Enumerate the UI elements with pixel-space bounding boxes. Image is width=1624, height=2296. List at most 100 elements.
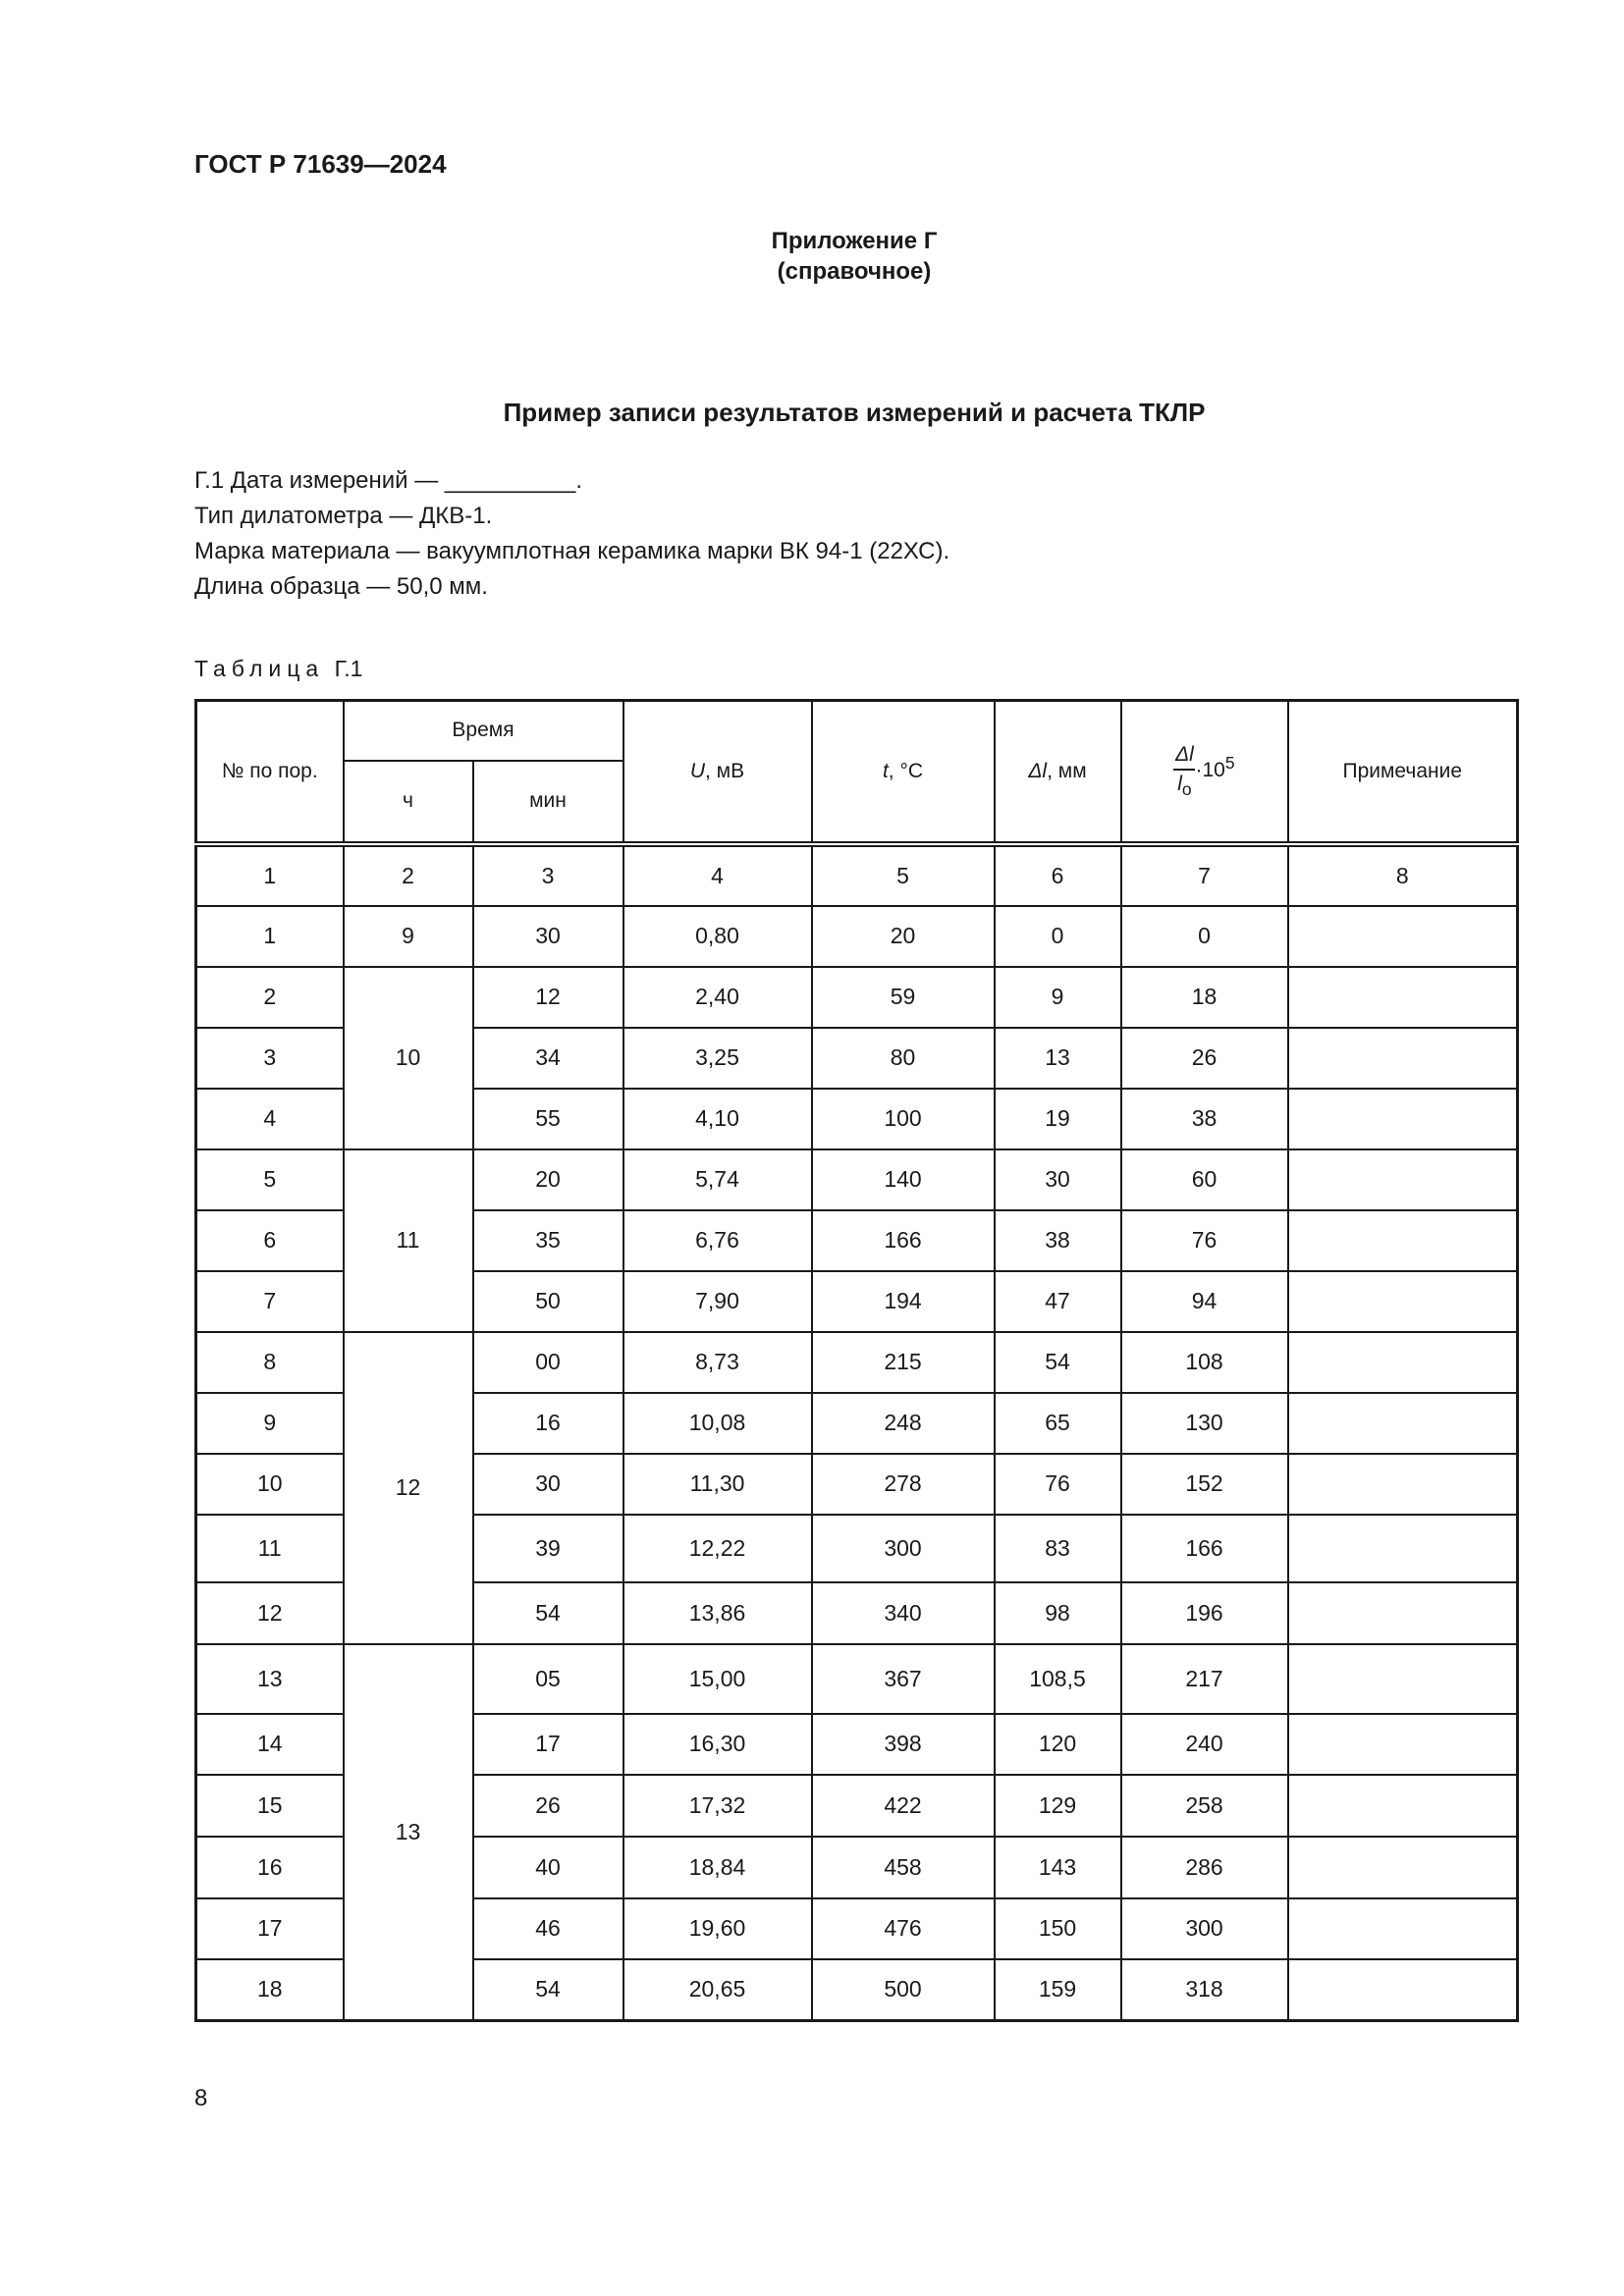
cell-number: 14 bbox=[194, 1712, 345, 1776]
header-hours: ч bbox=[342, 759, 474, 845]
appendix-subtitle: (справочное) bbox=[777, 258, 932, 285]
cell-voltage: 4,10 bbox=[622, 1087, 813, 1150]
cell-number: 1 bbox=[194, 904, 345, 968]
cell-relative-elongation: 217 bbox=[1119, 1642, 1289, 1715]
cell-temperature: 100 bbox=[810, 1087, 996, 1150]
cell-elongation: 47 bbox=[993, 1269, 1122, 1333]
cell-relative-elongation: 18 bbox=[1119, 965, 1289, 1029]
cell-number: 11 bbox=[194, 1513, 345, 1583]
cell-relative-elongation: 196 bbox=[1119, 1580, 1289, 1645]
cell-elongation: 38 bbox=[993, 1208, 1122, 1272]
cell-minutes: 39 bbox=[471, 1513, 624, 1583]
cell-elongation: 19 bbox=[993, 1087, 1122, 1150]
table-row: 2 10 12 2,40 59 9 18 bbox=[194, 965, 1519, 1150]
cell-minutes: 54 bbox=[471, 1580, 624, 1645]
cell-temperature: 398 bbox=[810, 1712, 996, 1776]
cell-note bbox=[1286, 1835, 1519, 1899]
cell-relative-elongation: 300 bbox=[1119, 1896, 1289, 1960]
cell-minutes: 40 bbox=[471, 1835, 624, 1899]
column-number: 8 bbox=[1286, 840, 1519, 907]
cell-voltage: 17,32 bbox=[622, 1773, 813, 1838]
cell-elongation: 54 bbox=[993, 1330, 1122, 1394]
table-caption-number: Г.1 bbox=[334, 656, 363, 681]
cell-voltage: 18,84 bbox=[622, 1835, 813, 1899]
cell-relative-elongation: 130 bbox=[1119, 1391, 1289, 1455]
table-row: 6 35 6,76 166 38 76 bbox=[194, 1208, 1519, 1272]
column-number: 3 bbox=[471, 840, 624, 907]
table-row: 14 17 16,30 398 120 240 bbox=[194, 1712, 1519, 1776]
cell-note bbox=[1286, 1513, 1519, 1583]
cell-minutes: 54 bbox=[471, 1957, 624, 2022]
table-row: 15 26 17,32 422 129 258 bbox=[194, 1773, 1519, 1838]
cell-voltage: 3,25 bbox=[622, 1026, 813, 1090]
cell-temperature: 248 bbox=[810, 1391, 996, 1455]
cell-note bbox=[1286, 1391, 1519, 1455]
cell-note bbox=[1286, 1269, 1519, 1333]
cell-elongation: 150 bbox=[993, 1896, 1122, 1960]
cell-number: 8 bbox=[194, 1330, 345, 1394]
cell-voltage: 5,74 bbox=[622, 1148, 813, 1211]
column-number: 1 bbox=[194, 840, 345, 907]
cell-temperature: 367 bbox=[810, 1642, 996, 1715]
header-voltage: U, мВ bbox=[622, 699, 813, 845]
measurement-table: № по пор. Время U, мВ t, °С Δl, мм Δl lо ·… bbox=[194, 699, 1519, 2022]
document-code: ГОСТ Р 71639—2024 bbox=[194, 149, 447, 179]
cell-number: 2 bbox=[194, 965, 345, 1029]
cell-temperature: 166 bbox=[810, 1208, 996, 1272]
cell-note bbox=[1286, 904, 1519, 968]
paragraph-sample-length: Длина образца — 50,0 мм. bbox=[194, 573, 488, 600]
cell-minutes: 16 bbox=[471, 1391, 624, 1455]
cell-temperature: 80 bbox=[810, 1026, 996, 1090]
cell-note bbox=[1286, 1026, 1519, 1090]
cell-relative-elongation: 108 bbox=[1119, 1330, 1289, 1394]
cell-minutes: 46 bbox=[471, 1896, 624, 1960]
paragraph-material: Марка материала — вакуумплотная керамика… bbox=[194, 538, 950, 564]
table-row: 5 11 20 5,74 140 30 60 bbox=[194, 1148, 1519, 1333]
cell-hours: 11 bbox=[342, 1148, 474, 1333]
cell-minutes: 00 bbox=[471, 1330, 624, 1394]
cell-minutes: 05 bbox=[471, 1642, 624, 1715]
cell-temperature: 340 bbox=[810, 1580, 996, 1645]
column-number: 4 bbox=[622, 840, 813, 907]
cell-number: 13 bbox=[194, 1642, 345, 1715]
cell-relative-elongation: 60 bbox=[1119, 1148, 1289, 1211]
cell-temperature: 20 bbox=[810, 904, 996, 968]
appendix-title: Приложение Г bbox=[771, 228, 938, 254]
cell-number: 3 bbox=[194, 1026, 345, 1090]
cell-relative-elongation: 94 bbox=[1119, 1269, 1289, 1333]
table-row: 11 39 12,22 300 83 166 bbox=[194, 1513, 1519, 1583]
cell-voltage: 2,40 bbox=[622, 965, 813, 1029]
header-temperature: t, °С bbox=[810, 699, 996, 845]
cell-hours: 10 bbox=[342, 965, 474, 1150]
header-note: Примечание bbox=[1286, 699, 1519, 845]
cell-note bbox=[1286, 1208, 1519, 1272]
cell-number: 9 bbox=[194, 1391, 345, 1455]
cell-minutes: 20 bbox=[471, 1148, 624, 1211]
cell-note bbox=[1286, 965, 1519, 1029]
cell-elongation: 129 bbox=[993, 1773, 1122, 1838]
table-row: 16 40 18,84 458 143 286 bbox=[194, 1835, 1519, 1899]
cell-hours: 9 bbox=[342, 904, 474, 968]
cell-elongation: 9 bbox=[993, 965, 1122, 1029]
cell-minutes: 50 bbox=[471, 1269, 624, 1333]
cell-voltage: 8,73 bbox=[622, 1330, 813, 1394]
cell-voltage: 20,65 bbox=[622, 1957, 813, 2022]
cell-relative-elongation: 38 bbox=[1119, 1087, 1289, 1150]
cell-elongation: 108,5 bbox=[993, 1642, 1122, 1715]
table-row: 13 13 05 15,00 367 108,5 217 bbox=[194, 1642, 1519, 2022]
cell-number: 17 bbox=[194, 1896, 345, 1960]
cell-elongation: 76 bbox=[993, 1452, 1122, 1516]
header-number: № по пор. bbox=[194, 699, 345, 845]
cell-hours: 12 bbox=[342, 1330, 474, 1645]
header-elongation: Δl, мм bbox=[993, 699, 1122, 845]
cell-note bbox=[1286, 1957, 1519, 2022]
cell-voltage: 13,86 bbox=[622, 1580, 813, 1645]
cell-minutes: 26 bbox=[471, 1773, 624, 1838]
cell-note bbox=[1286, 1773, 1519, 1838]
cell-temperature: 59 bbox=[810, 965, 996, 1029]
cell-number: 7 bbox=[194, 1269, 345, 1333]
cell-note bbox=[1286, 1148, 1519, 1211]
cell-relative-elongation: 152 bbox=[1119, 1452, 1289, 1516]
cell-relative-elongation: 26 bbox=[1119, 1026, 1289, 1090]
paragraph-measurement-date: Г.1 Дата измерений — __________. bbox=[194, 467, 583, 494]
